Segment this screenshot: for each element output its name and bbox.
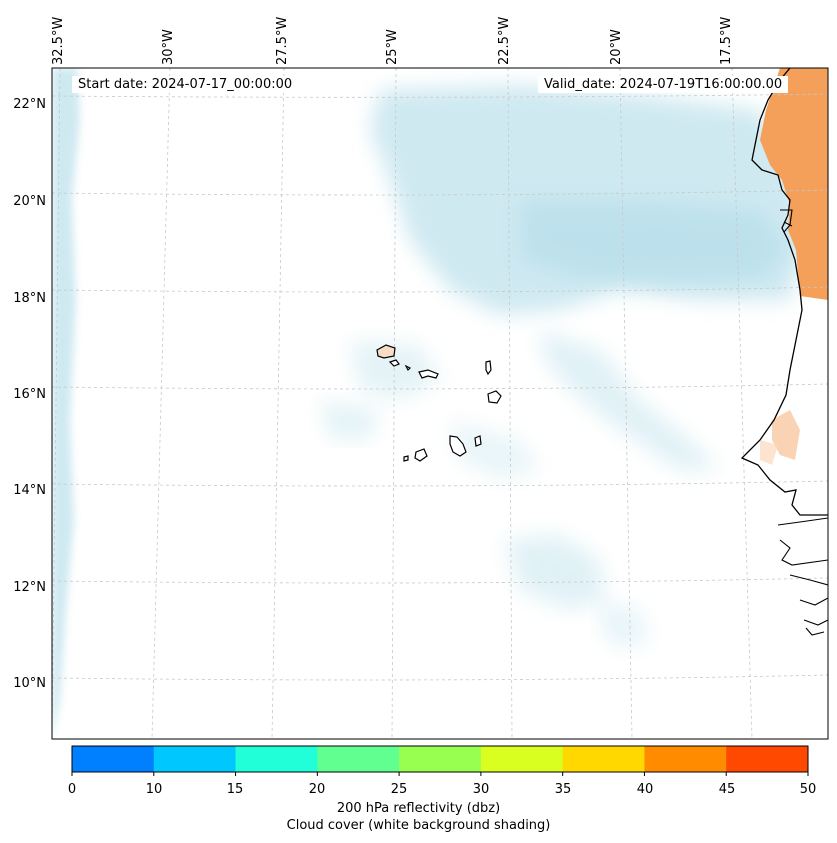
colorbar-tick: 25 — [390, 782, 408, 797]
colorbar-segment — [399, 746, 482, 772]
colorbar-segment — [480, 746, 564, 772]
island-fogo — [414, 448, 428, 462]
lat-label-10n: 10°N — [13, 676, 46, 691]
island-sal — [485, 360, 492, 376]
colorbar-tick: 45 — [718, 782, 736, 797]
map-frame — [51, 67, 829, 740]
lat-label-20n: 20°N — [13, 194, 46, 209]
island-brava — [403, 455, 409, 462]
lat-label-14n: 14°N — [13, 483, 46, 498]
island-boa-vista — [487, 390, 502, 404]
graticule — [52, 68, 828, 739]
colorbar-segment — [644, 746, 727, 772]
colorbar-segment — [153, 746, 237, 772]
colorbar-tick: 15 — [226, 782, 244, 797]
cape-verde-islands — [376, 344, 502, 462]
lon-label-20w: 20°W — [609, 29, 624, 65]
cloud-cover-shading — [52, 68, 805, 739]
lon-label-25w: 25°W — [385, 29, 400, 65]
start-date-label: Start date: 2024-07-17_00:00:00 — [72, 76, 299, 93]
colorbar-tick: 30 — [472, 782, 490, 797]
africa-coastline — [740, 68, 828, 516]
colorbar-sublabel: Cloud cover (white background shading) — [286, 818, 551, 833]
reflectivity-land-shading — [760, 68, 828, 465]
colorbar-segment — [317, 746, 400, 772]
island-sao-vicente — [388, 359, 400, 367]
lon-label-32.5w: 32.5°W — [51, 16, 66, 65]
island-maio — [474, 435, 482, 447]
colorbar-tick: 35 — [554, 782, 572, 797]
colorbar-segment — [726, 746, 809, 772]
lon-label-27.5w: 27.5°W — [275, 16, 290, 65]
colorbar-tick: 10 — [145, 782, 163, 797]
lat-label-22n: 22°N — [13, 97, 46, 112]
coast-bay — [780, 209, 793, 233]
colorbar-tick: 0 — [67, 782, 77, 797]
island-santiago — [449, 435, 467, 457]
colorbar-tick: 50 — [799, 782, 817, 797]
valid-date-label: Valid_date: 2024-07-19T16:00:00.00 — [538, 76, 789, 93]
colorbar-segment — [72, 746, 155, 772]
colorbar-tick: 40 — [636, 782, 654, 797]
colorbar-frame — [71, 745, 809, 773]
lon-label-17.5w: 17.5°W — [719, 16, 734, 65]
colorbar-label: 200 hPa reflectivity (dbz) — [336, 801, 501, 816]
lon-label-30w: 30°W — [161, 29, 176, 65]
colorbar-segment — [235, 746, 318, 772]
lat-label-18n: 18°N — [13, 291, 46, 306]
colorbar-segment — [562, 746, 645, 772]
colorbar-tick: 20 — [308, 782, 326, 797]
lat-label-16n: 16°N — [13, 387, 46, 402]
island-sao-nicolau — [418, 369, 439, 379]
colorbar — [71, 745, 809, 776]
island-santa-luzia — [404, 364, 412, 372]
island-santo-antao — [376, 344, 396, 359]
lon-label-22.5w: 22.5°W — [497, 16, 512, 65]
coast-detail — [777, 517, 828, 636]
lat-label-12n: 12°N — [13, 580, 46, 595]
